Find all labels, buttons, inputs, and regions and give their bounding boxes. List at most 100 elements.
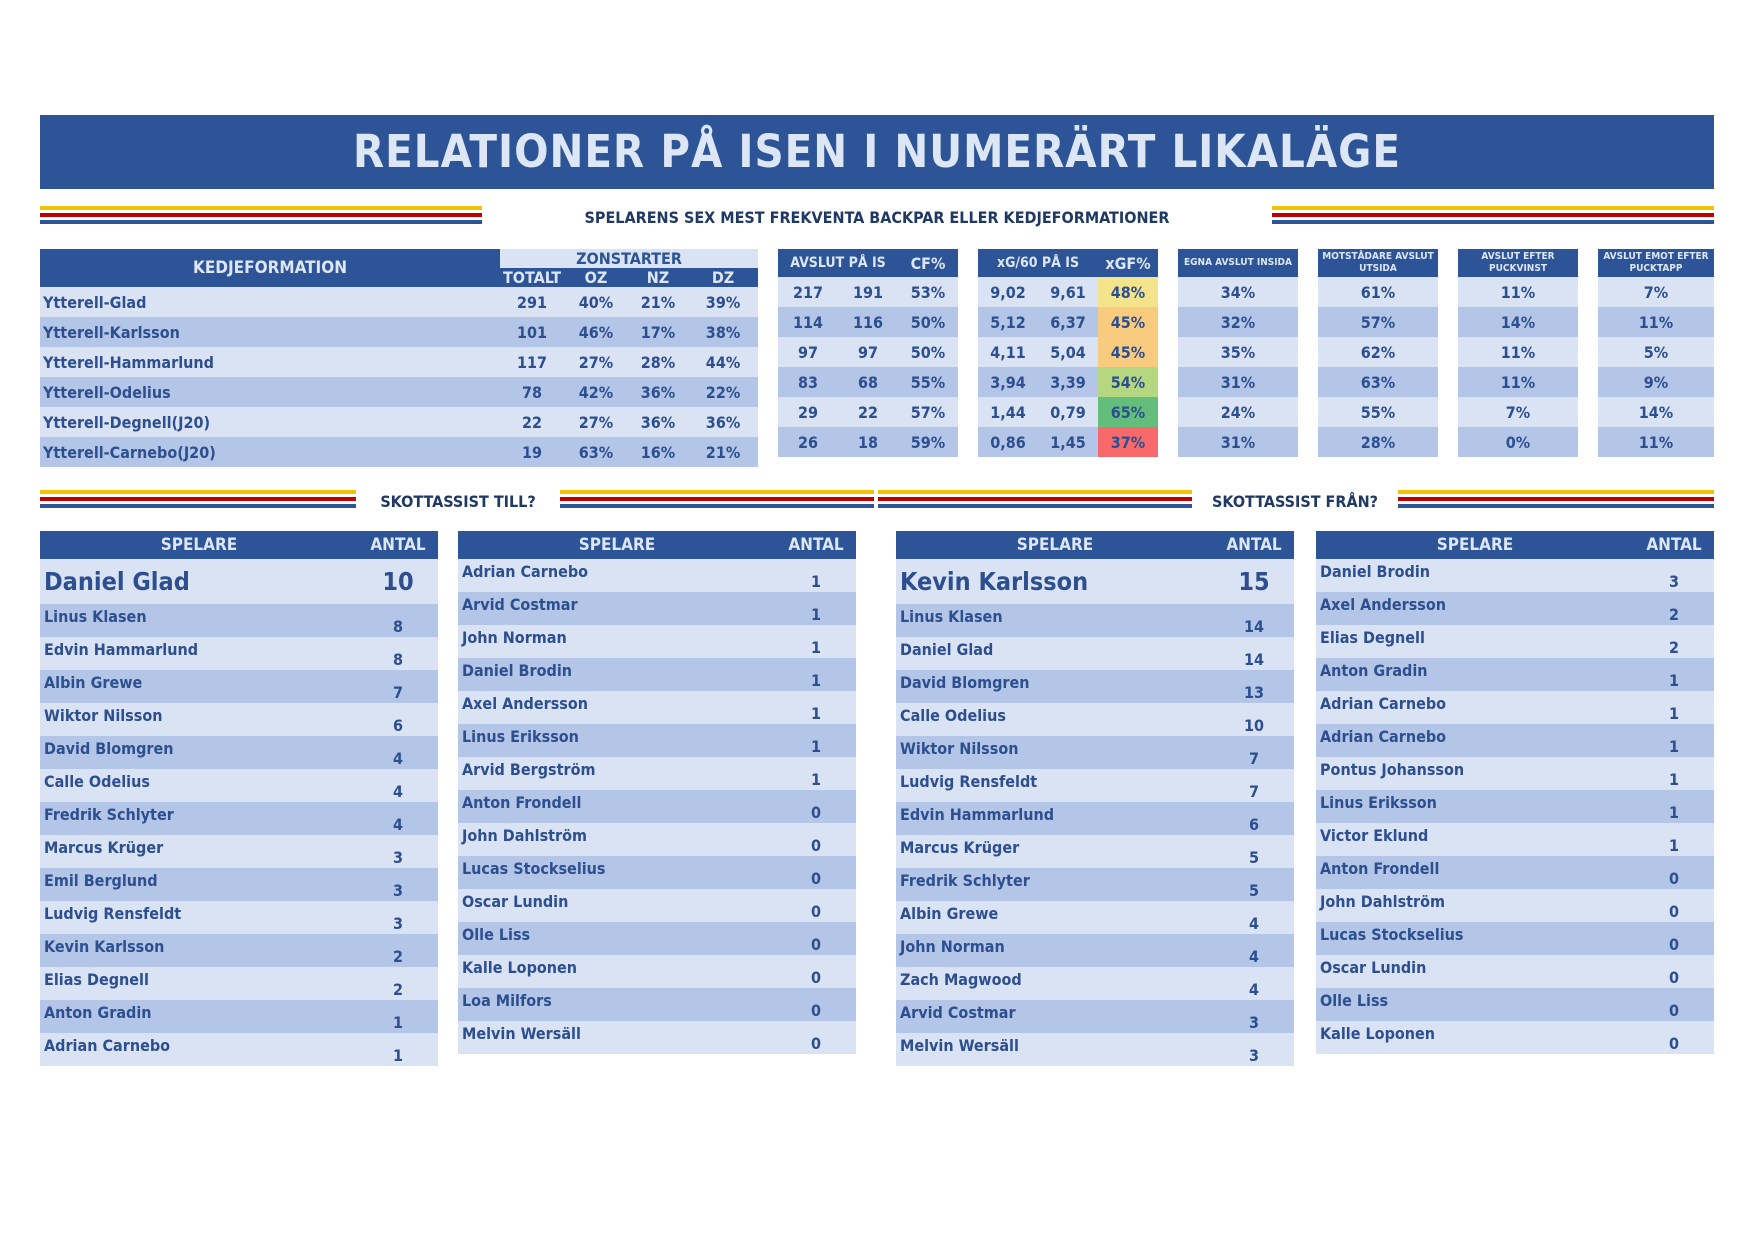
zonstarter-totalt: 78 (500, 377, 564, 407)
col-header-dz: DZ (688, 268, 759, 287)
list-item: Oscar Lundin 0 (1316, 955, 1714, 988)
list-item: Wiktor Nilsson 6 (40, 703, 438, 736)
assist-count: 5 (1214, 835, 1294, 868)
table-row: 11% (1458, 367, 1578, 397)
player-name: Kevin Karlsson (40, 934, 358, 967)
xg-for-per-60: 9,02 (978, 277, 1038, 307)
xg-for-per-60: 3,94 (978, 367, 1038, 397)
zonstarter-totalt: 117 (500, 347, 564, 377)
assist-count: 4 (1214, 901, 1294, 934)
player-name: Fredrik Schlyter (896, 868, 1214, 901)
player-name: Daniel Glad (40, 559, 358, 604)
xg-for-per-60: 1,44 (978, 397, 1038, 427)
player-name: Adrian Carnebo (1316, 691, 1634, 724)
motstandare-avslut-utsida: 63% (1318, 367, 1438, 397)
table-row: 11% (1598, 427, 1714, 457)
list-item: Daniel Brodin 1 (458, 658, 856, 691)
formation-name: Ytterell-Degnell(J20) (40, 407, 500, 437)
player-name: Zach Magwood (896, 967, 1214, 1000)
player-name: Daniel Brodin (1316, 559, 1634, 592)
player-name: John Norman (896, 934, 1214, 967)
zonstarter-totalt: 291 (500, 287, 564, 317)
list-item: Anton Gradin 1 (40, 1000, 438, 1033)
zonstarter-oz: 42% (564, 377, 628, 407)
list-item: Oscar Lundin 0 (458, 889, 856, 922)
col-header-avslut: AVSLUT PÅ IS (778, 249, 898, 277)
list-item: Calle Odelius 4 (40, 769, 438, 802)
assist-count: 1 (776, 691, 856, 724)
player-name: John Dahlström (458, 823, 776, 856)
xgf-percent: 54% (1098, 367, 1158, 397)
list-item: Melvin Wersäll 0 (458, 1021, 856, 1054)
col-header-puckvinst: AVSLUT EFTER PUCKVINST (1458, 249, 1578, 277)
col-header-player: SPELARE (896, 531, 1214, 559)
zonstarter-nz: 36% (628, 377, 688, 407)
assist-count: 6 (1214, 802, 1294, 835)
xg-against-per-60: 1,45 (1038, 427, 1098, 457)
table-row: 28% (1318, 427, 1438, 457)
list-item: John Norman 4 (896, 934, 1294, 967)
motstandare-avslut-utsida: 62% (1318, 337, 1438, 367)
assist-count: 4 (358, 802, 438, 835)
egna-avslut-insida: 34% (1178, 277, 1298, 307)
list-item: Anton Frondell 0 (458, 790, 856, 823)
assist-count: 1 (776, 757, 856, 790)
table-row: 3,94 3,39 54% (978, 367, 1158, 397)
col-header-totalt: TOTALT (500, 268, 564, 287)
table-row: 57% (1318, 307, 1438, 337)
list-item: Olle Liss 0 (1316, 988, 1714, 1021)
assist-count: 0 (1634, 856, 1714, 889)
assist-count: 0 (1634, 955, 1714, 988)
player-name: Elias Degnell (1316, 625, 1634, 658)
avslut-emot-efter-pucktapp: 11% (1598, 427, 1714, 457)
table-row: Ytterell-Degnell(J20) 22 27% 36% 36% (40, 407, 759, 437)
player-name: Edvin Hammarlund (896, 802, 1214, 835)
list-item: David Blomgren 4 (40, 736, 438, 769)
assist-count: 3 (1634, 559, 1714, 592)
formation-name: Ytterell-Carnebo(J20) (40, 437, 500, 467)
assist-count: 10 (358, 559, 438, 604)
table-row: Ytterell-Glad 291 40% 21% 39% (40, 287, 759, 317)
assist-count: 0 (1634, 889, 1714, 922)
section-assist-to: SKOTTASSIST TILL? (380, 492, 536, 511)
list-item: Fredrik Schlyter 4 (40, 802, 438, 835)
list-item: Anton Frondell 0 (1316, 856, 1714, 889)
egna-avslut-insida: 24% (1178, 397, 1298, 427)
xg-against-per-60: 0,79 (1038, 397, 1098, 427)
list-item: Kalle Loponen 0 (458, 955, 856, 988)
table-row: 0% (1458, 427, 1578, 457)
cf-percent: 53% (898, 277, 958, 307)
formation-name: Ytterell-Karlsson (40, 317, 500, 347)
assist-count: 14 (1214, 604, 1294, 637)
assist-count: 14 (1214, 637, 1294, 670)
assist-count: 0 (776, 856, 856, 889)
player-name: Adrian Carnebo (1316, 724, 1634, 757)
cf-percent: 59% (898, 427, 958, 457)
list-item: Anton Gradin 1 (1316, 658, 1714, 691)
player-name: Victor Eklund (1316, 823, 1634, 856)
player-name: Oscar Lundin (1316, 955, 1634, 988)
col-header-player: SPELARE (458, 531, 776, 559)
xg-against-per-60: 6,37 (1038, 307, 1098, 337)
assist-count: 2 (358, 934, 438, 967)
zonstarter-oz: 40% (564, 287, 628, 317)
list-item: Adrian Carnebo 1 (458, 559, 856, 592)
list-item: Daniel Brodin 3 (1316, 559, 1714, 592)
player-name: Pontus Johansson (1316, 757, 1634, 790)
assist-count: 2 (1634, 592, 1714, 625)
xg-for-per-60: 5,12 (978, 307, 1038, 337)
list-item: John Dahlström 0 (1316, 889, 1714, 922)
col-header-xgf: xGF% (1098, 249, 1158, 277)
assist-count: 2 (1634, 625, 1714, 658)
cf-percent: 57% (898, 397, 958, 427)
list-item: Axel Andersson 1 (458, 691, 856, 724)
xg-for-per-60: 0,86 (978, 427, 1038, 457)
decorative-stripes (40, 206, 482, 227)
table-row: 14% (1458, 307, 1578, 337)
col-header-count: ANTAL (1214, 531, 1294, 559)
assist-count: 8 (358, 604, 438, 637)
table-row: 32% (1178, 307, 1298, 337)
cf-percent: 50% (898, 337, 958, 367)
formation-name: Ytterell-Hammarlund (40, 347, 500, 377)
zonstarter-dz: 36% (688, 407, 759, 437)
